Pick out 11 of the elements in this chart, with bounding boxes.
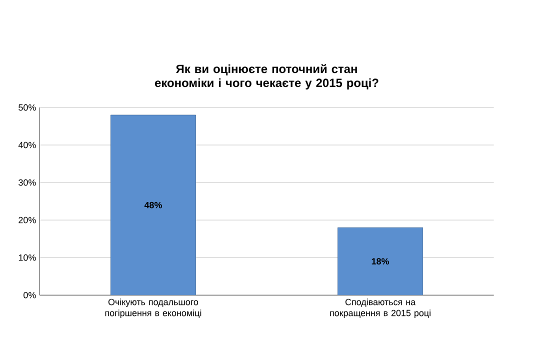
- x-tick-label: Сподіваються на покращення в 2015 році: [330, 298, 430, 318]
- y-tick-label: 40%: [18, 142, 36, 148]
- data-label: 48%: [144, 202, 162, 208]
- y-tick-label: 10%: [18, 254, 36, 261]
- y-tick-label: 20%: [18, 216, 36, 224]
- x-tick-label: Очікують подальшого погіршення в економіці: [105, 298, 202, 318]
- y-tick-label: 50%: [18, 104, 36, 111]
- chart-title: Як ви оцінюєте поточний стан економіки і чого чекаєте у 2015 році?: [155, 64, 378, 90]
- data-label: 18%: [372, 258, 390, 265]
- y-tick-label: 30%: [18, 179, 36, 186]
- y-tick-label: 0%: [24, 292, 36, 298]
